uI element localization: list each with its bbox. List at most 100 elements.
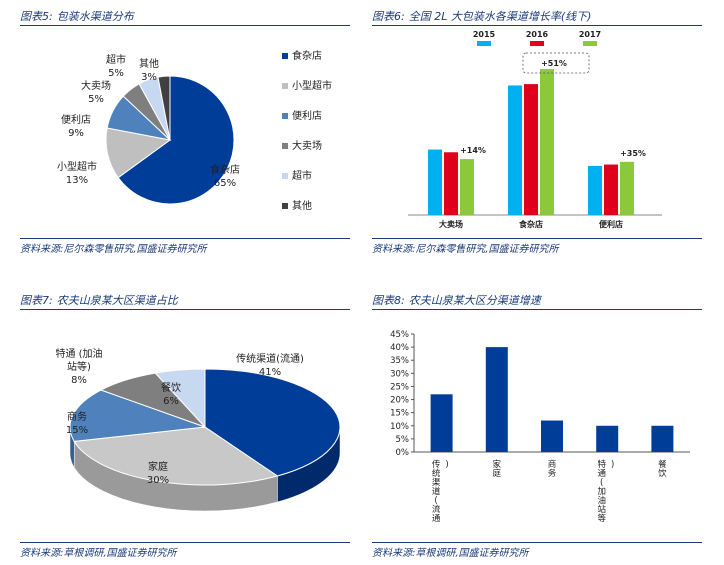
bar	[485, 347, 508, 452]
slice-label: 小型超市	[57, 160, 97, 173]
slice-label: 站等)	[67, 360, 91, 373]
panel-title: 图表5: 包装水渠道分布	[20, 10, 134, 23]
pie-slice-6	[157, 75, 171, 141]
title-rule	[20, 25, 350, 26]
slice-value-label: 6%	[163, 396, 179, 407]
y-tick-label: 45%	[390, 330, 409, 340]
pie-chart-channel-distribution: 食杂店65%小型超市13%便利店9%大卖场5%超市5%其他3%食杂店小型超市便利…	[57, 49, 332, 212]
panel-title: 图表6: 全国 2L 大包装水各渠道增长率(线下)	[372, 10, 592, 23]
bar	[460, 159, 474, 215]
slice-value-label: 15%	[66, 425, 88, 436]
x-tick-label-char: 饮	[658, 468, 667, 479]
legend-swatch	[282, 143, 288, 149]
panel-2l-growth: 图表6: 全国 2L 大包装水各渠道增长率(线下) 2015 2016 2017 大卖场…	[372, 8, 702, 255]
x-tick-label-char: 餐	[658, 460, 667, 470]
x-tick-label-char: 渠	[432, 477, 441, 488]
y-tick-label: 10%	[390, 422, 409, 432]
slice-label: 特通 (加油	[55, 347, 102, 360]
x-tick-label-char: 家	[493, 459, 502, 470]
slice-value-label: 30%	[147, 475, 169, 486]
legend-swatch	[282, 83, 288, 89]
x-tick-label-char: (	[600, 478, 603, 488]
legend-swatch	[477, 41, 491, 46]
slice-label: 大卖场	[81, 79, 111, 92]
y-tick-label: 5%	[396, 435, 410, 445]
panel-region-channel-growth: 图表8: 农夫山泉某大区分渠道增速 0% 5% 10% 15% 20% 25% 30% 35% 4…	[372, 292, 702, 562]
panel-region-channel-share: 图表7: 农夫山泉某大区渠道占比 传统渠道(流通) 41% 家庭 30% 商务 15% 特通 …	[20, 292, 350, 562]
bar	[508, 85, 522, 215]
x-tick-label-char: 通	[597, 468, 606, 479]
slice-value-label: 5%	[108, 68, 124, 79]
slice-label: 餐饮	[161, 381, 181, 394]
bar-chart-region-channel-growth: 0%5%10%15%20%25%30%35%40%45%传统渠道(流通) 家庭商务…	[390, 330, 690, 524]
legend-swatch	[530, 41, 544, 46]
legend-entry: 小型超市	[292, 79, 332, 92]
title-rule	[372, 309, 702, 310]
y-tick-label: 15%	[390, 409, 409, 419]
annotation-box	[522, 52, 590, 74]
pie-slice-1	[117, 75, 235, 205]
slice-value-label: 8%	[71, 375, 87, 386]
x-tick-label-char: )	[445, 460, 448, 470]
legend-swatch	[282, 203, 288, 209]
y-tick-label: 30%	[390, 369, 409, 379]
x-tick-label: 大卖场	[439, 219, 463, 229]
slice-label: 超市	[106, 53, 126, 66]
slice-label: 其他	[139, 57, 159, 70]
pie-slice-1	[204, 368, 341, 477]
legend-swatch	[583, 41, 597, 46]
x-tick-label-char: 统	[432, 468, 441, 479]
annotation: +35%	[620, 149, 646, 158]
source-rule	[372, 238, 702, 239]
x-tick-label-char: 等	[597, 513, 606, 524]
source-rule	[20, 542, 350, 543]
source-note: 资料来源:尼尔森零售研究,国盛证券研究所	[20, 244, 207, 255]
bar	[651, 425, 674, 452]
legend-entry: 食杂店	[292, 49, 322, 62]
x-tick-label-char: 站	[597, 504, 606, 515]
y-tick-label: 25%	[390, 382, 409, 392]
x-tick-label-char: )	[611, 460, 614, 470]
x-tick-label-char: 务	[548, 468, 557, 479]
annotation: +51%	[541, 59, 567, 68]
source-note: 资料来源:草根调研,国盛证券研究所	[20, 548, 177, 559]
slice-value-label: 9%	[68, 128, 84, 139]
bar	[620, 161, 634, 215]
bar	[428, 149, 442, 215]
slice-label: 传统渠道(流通)	[236, 352, 304, 365]
slice-label: 便利店	[61, 113, 91, 126]
x-tick-label-char: (	[434, 496, 437, 506]
legend-entry: 超市	[292, 169, 312, 182]
legend-swatch	[282, 173, 288, 179]
x-tick-label-char: 流	[432, 504, 441, 515]
x-tick-label-char: 油	[597, 495, 606, 506]
panel-title: 图表8: 农夫山泉某大区分渠道增速	[372, 294, 541, 307]
pie-slice-2	[73, 426, 279, 486]
y-tick-label: 35%	[390, 356, 409, 366]
legend-swatch	[282, 53, 288, 59]
panel-title: 图表7: 农夫山泉某大区渠道占比	[20, 294, 178, 307]
legend-entry: 2016	[526, 30, 549, 39]
source-note: 资料来源:草根调研,国盛证券研究所	[372, 548, 529, 559]
bar	[540, 69, 554, 215]
legend-entry: 便利店	[292, 109, 322, 122]
bar-chart-2l-growth: 2015 2016 2017 大卖场 食杂店 便利店 +14% +51% +35%	[408, 30, 662, 229]
bar	[588, 165, 602, 215]
x-tick-label-char: 传	[432, 459, 441, 470]
slice-value-label: 41%	[259, 367, 281, 378]
bar	[604, 164, 618, 215]
legend-entry: 大卖场	[292, 139, 322, 152]
x-tick-label-char: 特	[597, 459, 606, 470]
legend-entry: 2017	[579, 30, 601, 39]
panel-channel-distribution: 图表5: 包装水渠道分布 食杂店 65% 小型超市 13% 便利店 9% 大卖场 5% 超市 5% 其…	[20, 8, 350, 255]
y-tick-label: 40%	[390, 343, 409, 353]
title-rule	[20, 309, 350, 310]
x-tick-label-char: 道	[432, 486, 441, 497]
x-tick-label-char: 庭	[493, 468, 502, 479]
slice-label: 商务	[67, 410, 87, 423]
annotation: +14%	[460, 146, 486, 155]
x-tick-label-char: 通	[432, 513, 441, 524]
slice-value-label: 3%	[141, 72, 157, 83]
legend-entry: 2015	[473, 30, 496, 39]
